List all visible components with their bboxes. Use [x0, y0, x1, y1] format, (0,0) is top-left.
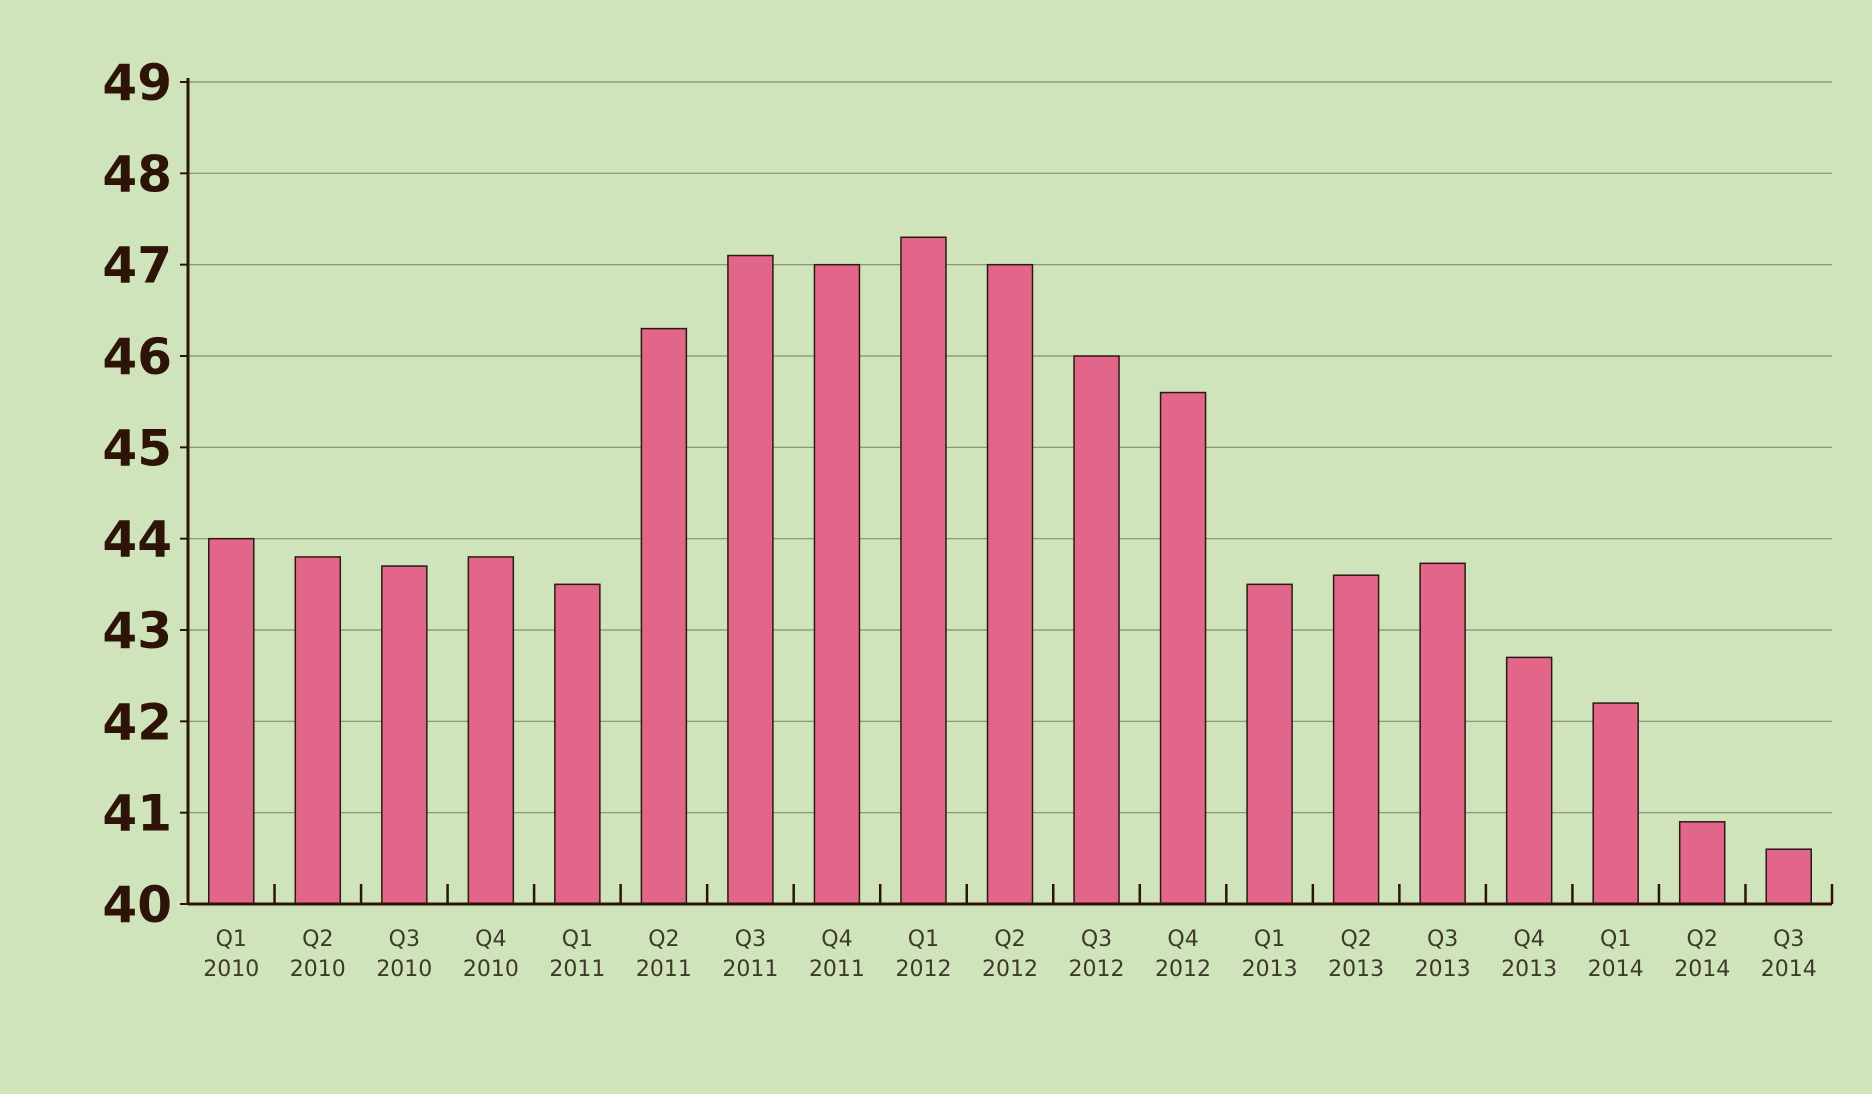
x-tick-quarter: Q2	[994, 927, 1025, 952]
x-tick-quarter: Q2	[1687, 927, 1718, 952]
x-tick-quarter: Q4	[1167, 927, 1198, 952]
bar-q1-2011	[554, 583, 601, 905]
x-tick-year: 2011	[636, 957, 692, 982]
y-tick-label-46: 46	[102, 328, 172, 386]
x-tick-year: 2010	[203, 957, 259, 982]
x-tick-label-q3-2010: Q3 2010	[376, 927, 432, 982]
x-tick-year: 2012	[1155, 957, 1211, 982]
x-tick-year: 2014	[1761, 957, 1817, 982]
bar-q3-2010	[381, 565, 428, 905]
x-tick-label-q2-2012: Q2 2012	[982, 927, 1038, 982]
bar-q1-2010	[208, 537, 255, 905]
x-tick-quarter: Q1	[216, 927, 247, 952]
x-tick-year: 2011	[809, 957, 865, 982]
x-tick-label-q1-2013: Q1 2013	[1242, 927, 1298, 982]
x-tick-label-q3-2011: Q3 2011	[722, 927, 778, 982]
x-tick-label-q1-2014: Q1 2014	[1588, 927, 1644, 982]
x-tick-year: 2013	[1415, 957, 1471, 982]
y-tick-label-49: 49	[102, 54, 172, 112]
x-tick-year: 2012	[895, 957, 951, 982]
x-tick-quarter: Q1	[1600, 927, 1631, 952]
x-tick-label-q1-2010: Q1 2010	[203, 927, 259, 982]
x-tick-year: 2010	[463, 957, 519, 982]
y-tick-label-45: 45	[102, 419, 172, 477]
x-tick-quarter: Q1	[908, 927, 939, 952]
bar-q4-2011	[813, 263, 861, 905]
x-tick-year: 2012	[1069, 957, 1125, 982]
bar-q2-2014	[1678, 821, 1726, 905]
x-tick-label-q2-2010: Q2 2010	[290, 927, 346, 982]
x-tick-label-q4-2012: Q4 2012	[1155, 927, 1211, 982]
bar-q4-2013	[1505, 656, 1553, 905]
y-tick-label-47: 47	[102, 237, 172, 295]
x-tick-label-q4-2010: Q4 2010	[463, 927, 519, 982]
x-tick-quarter: Q3	[1773, 927, 1804, 952]
bar-q4-2010	[467, 556, 515, 905]
x-tick-label-q2-2013: Q2 2013	[1328, 927, 1384, 982]
x-tick-label-q1-2012: Q1 2012	[895, 927, 951, 982]
y-tick-label-40: 40	[102, 876, 172, 934]
x-tick-year: 2010	[376, 957, 432, 982]
x-tick-label-q2-2011: Q2 2011	[636, 927, 692, 982]
x-tick-quarter: Q1	[1254, 927, 1285, 952]
x-tick-year: 2011	[549, 957, 605, 982]
bars	[208, 236, 1812, 905]
x-tick-quarter: Q4	[475, 927, 506, 952]
x-tick-label-q3-2014: Q3 2014	[1761, 927, 1817, 982]
x-tick-year: 2013	[1501, 957, 1557, 982]
x-tick-quarter: Q2	[302, 927, 333, 952]
x-tick-quarter: Q4	[821, 927, 852, 952]
x-tick-label-q3-2013: Q3 2013	[1415, 927, 1471, 982]
x-tick-year: 2013	[1328, 957, 1384, 982]
bar-q1-2014	[1592, 702, 1639, 905]
y-tick-label-44: 44	[102, 511, 172, 569]
x-tick-label-q4-2011: Q4 2011	[809, 927, 865, 982]
x-tick-quarter: Q3	[1427, 927, 1458, 952]
bar-q3-2013	[1419, 562, 1466, 905]
x-tick-label-q1-2011: Q1 2011	[549, 927, 605, 982]
x-tick-year: 2010	[290, 957, 346, 982]
y-tick-label-42: 42	[102, 693, 172, 751]
y-tick-label-48: 48	[102, 145, 172, 203]
x-tick-quarter: Q3	[1081, 927, 1112, 952]
y-tick-label-43: 43	[102, 602, 172, 660]
x-tick-quarter: Q3	[735, 927, 766, 952]
x-tick-label-q2-2014: Q2 2014	[1674, 927, 1730, 982]
x-tick-year: 2012	[982, 957, 1038, 982]
bar-q1-2012	[900, 236, 947, 905]
axes	[180, 78, 1834, 906]
bar-q3-2011	[727, 254, 774, 905]
x-tick-quarter: Q3	[389, 927, 420, 952]
bar-q3-2012	[1073, 355, 1120, 905]
x-tick-year: 2014	[1588, 957, 1644, 982]
x-tick-quarter: Q1	[562, 927, 593, 952]
x-tick-quarter: Q2	[648, 927, 679, 952]
x-tick-quarter: Q2	[1340, 927, 1371, 952]
bar-q3-2014	[1765, 848, 1812, 905]
y-tick-labels: 40 41 42 43 44 45 46 47 48 49	[102, 54, 172, 934]
x-tick-year: 2013	[1242, 957, 1298, 982]
x-tick-label-q4-2013: Q4 2013	[1501, 927, 1557, 982]
bar-q1-2013	[1246, 583, 1293, 905]
x-tick-labels: Q1 2010 Q2 2010 Q3 2010 Q4 2010 Q1 2011 Q2 2011 Q3 20…	[203, 927, 1816, 982]
bar-q4-2012	[1159, 391, 1207, 905]
x-tick-year: 2011	[722, 957, 778, 982]
y-tick-label-41: 41	[102, 785, 172, 843]
bar-q2-2012	[986, 263, 1034, 905]
x-tick-year: 2014	[1674, 957, 1730, 982]
bar-q2-2013	[1332, 574, 1380, 905]
bar-q2-2010	[294, 556, 342, 905]
x-tick-quarter: Q4	[1513, 927, 1544, 952]
x-tick-label-q3-2012: Q3 2012	[1069, 927, 1125, 982]
bar-q2-2011	[640, 327, 688, 905]
